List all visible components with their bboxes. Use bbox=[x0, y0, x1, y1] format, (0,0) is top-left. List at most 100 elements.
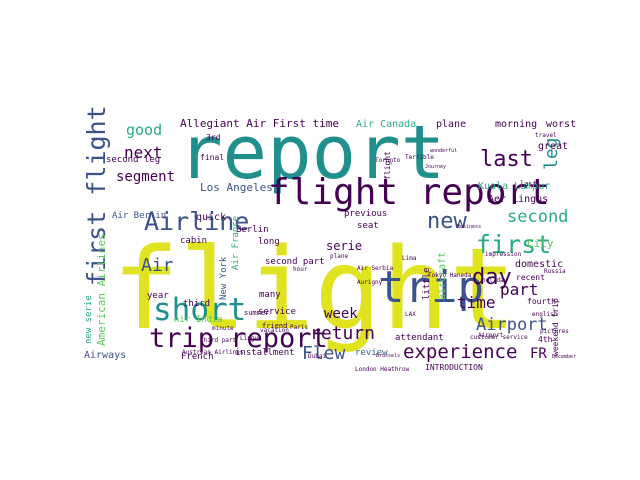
cloud-word: London Heathrow bbox=[355, 366, 410, 373]
cloud-word: quick bbox=[196, 212, 226, 223]
cloud-word: attendant bbox=[395, 333, 444, 343]
cloud-word: short bbox=[153, 292, 246, 328]
cloud-word: flight bbox=[383, 151, 392, 180]
cloud-word: many bbox=[259, 290, 281, 300]
cloud-word: Airline bbox=[144, 207, 249, 236]
cloud-word: great bbox=[538, 141, 568, 152]
cloud-word: Allegiant Air First time bbox=[180, 117, 339, 130]
cloud-word: next bbox=[124, 143, 163, 162]
cloud-word: Lima bbox=[402, 255, 417, 262]
cloud-word: Dubai bbox=[308, 353, 326, 360]
cloud-word: 3rd bbox=[206, 133, 221, 142]
cloud-word: previous bbox=[344, 209, 387, 219]
cloud-word: American Airlines bbox=[95, 233, 108, 346]
cloud-word: new bbox=[427, 209, 467, 234]
cloud-word: Toronto bbox=[375, 157, 401, 164]
cloud-word: Airport bbox=[476, 315, 548, 335]
cloud-word: Airport bbox=[478, 332, 504, 339]
cloud-word: third part bbox=[200, 337, 237, 344]
cloud-word: minute bbox=[212, 325, 234, 332]
cloud-word: LAX bbox=[405, 311, 416, 318]
cloud-word: domestic bbox=[515, 259, 563, 270]
cloud-word: Paris bbox=[290, 324, 308, 331]
cloud-word: flight bbox=[112, 225, 517, 355]
cloud-word: Air Berlin bbox=[112, 211, 166, 221]
cloud-word: weekend trip bbox=[551, 298, 560, 356]
cloud-word: holiday bbox=[482, 277, 508, 284]
cloud-word: part bbox=[500, 280, 539, 299]
cloud-word: week bbox=[324, 306, 358, 322]
cloud-word: final bbox=[200, 153, 224, 162]
cloud-word: second leg bbox=[106, 155, 160, 165]
cloud-word: Brussels bbox=[376, 353, 400, 359]
cloud-word: Tokyo Haneda bbox=[428, 272, 472, 279]
cloud-word: little bbox=[422, 267, 432, 300]
cloud-word: summer bbox=[244, 309, 269, 317]
cloud-word: New York bbox=[219, 256, 229, 300]
cloud-word: first flight bbox=[82, 105, 111, 286]
cloud-word: Los Angeles bbox=[200, 181, 273, 194]
cloud-word: service bbox=[258, 307, 296, 317]
cloud-word: Air India bbox=[174, 315, 223, 325]
cloud-word: experience bbox=[403, 341, 517, 363]
cloud-word: trip bbox=[378, 262, 484, 313]
cloud-word: plane bbox=[330, 253, 348, 260]
cloud-word: good bbox=[126, 121, 162, 139]
cloud-word: year bbox=[147, 291, 169, 301]
cloud-word: Terrible bbox=[405, 154, 434, 161]
cloud-word: Berlin bbox=[236, 225, 269, 235]
cloud-word: cabin bbox=[180, 236, 207, 246]
cloud-word: Flew bbox=[302, 343, 346, 364]
cloud-word: travel bbox=[535, 132, 557, 139]
cloud-word: long bbox=[258, 237, 280, 247]
cloud-word: seat bbox=[357, 221, 379, 231]
cloud-word: trip report bbox=[149, 323, 328, 354]
cloud-word: hour bbox=[293, 266, 308, 273]
cloud-word: segment bbox=[116, 169, 175, 185]
cloud-word: recent bbox=[516, 273, 545, 282]
cloud-word: customer service bbox=[470, 334, 528, 341]
cloud-word: Air France bbox=[231, 216, 241, 270]
cloud-word: new serie bbox=[84, 295, 94, 344]
cloud-word: aircraft bbox=[437, 252, 448, 300]
cloud-word: Lingus bbox=[240, 335, 262, 342]
cloud-word: Air Canada bbox=[356, 119, 416, 130]
cloud-word: Austrian Airlines bbox=[182, 349, 244, 356]
cloud-word: friend bbox=[262, 322, 287, 330]
cloud-word: review bbox=[355, 348, 388, 358]
cloud-word: serie bbox=[326, 239, 362, 253]
cloud-word: report bbox=[178, 110, 445, 196]
cloud-word: City bbox=[527, 237, 554, 250]
cloud-word: December bbox=[552, 354, 576, 360]
cloud-word: worst bbox=[546, 119, 576, 130]
cloud-word: vacation bbox=[260, 327, 289, 334]
cloud-word: installment bbox=[235, 348, 295, 358]
cloud-word: first bbox=[476, 230, 551, 259]
cloud-word: day bbox=[472, 265, 512, 290]
cloud-word: Russia bbox=[544, 268, 566, 275]
cloud-word: 4th bbox=[538, 335, 553, 344]
cloud-word: fourth bbox=[527, 297, 556, 306]
cloud-word: Aurigny bbox=[357, 279, 383, 286]
cloud-word: French bbox=[181, 352, 214, 362]
cloud-word: second bbox=[507, 207, 568, 227]
cloud-word: flight report bbox=[268, 172, 550, 213]
cloud-word: return bbox=[310, 323, 375, 344]
cloud-word: Kuala Lumpur bbox=[478, 181, 550, 192]
cloud-word: Journey bbox=[425, 164, 446, 170]
cloud-word: plane bbox=[436, 119, 466, 130]
cloud-word: impression bbox=[485, 251, 522, 258]
cloud-word: english bbox=[532, 311, 558, 318]
cloud-word: leg bbox=[541, 137, 562, 170]
cloud-word: Business bbox=[457, 224, 481, 230]
cloud-word: Air Serbia bbox=[357, 265, 394, 272]
cloud-word: third bbox=[183, 299, 210, 309]
cloud-word: wonderful bbox=[430, 148, 457, 154]
cloud-word: time bbox=[457, 293, 496, 312]
cloud-word: FR bbox=[530, 346, 547, 362]
cloud-word: INTRODUCTION bbox=[425, 363, 483, 372]
cloud-word: Air bbox=[141, 255, 174, 276]
